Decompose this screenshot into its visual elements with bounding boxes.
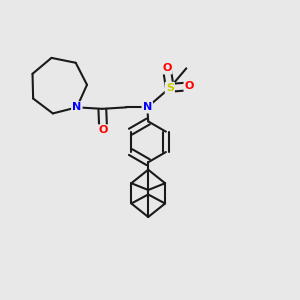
Text: O: O [98,125,108,135]
Text: N: N [72,102,81,112]
Text: S: S [166,83,174,93]
Text: O: O [184,81,194,91]
Text: N: N [143,102,152,112]
Text: O: O [162,63,172,73]
